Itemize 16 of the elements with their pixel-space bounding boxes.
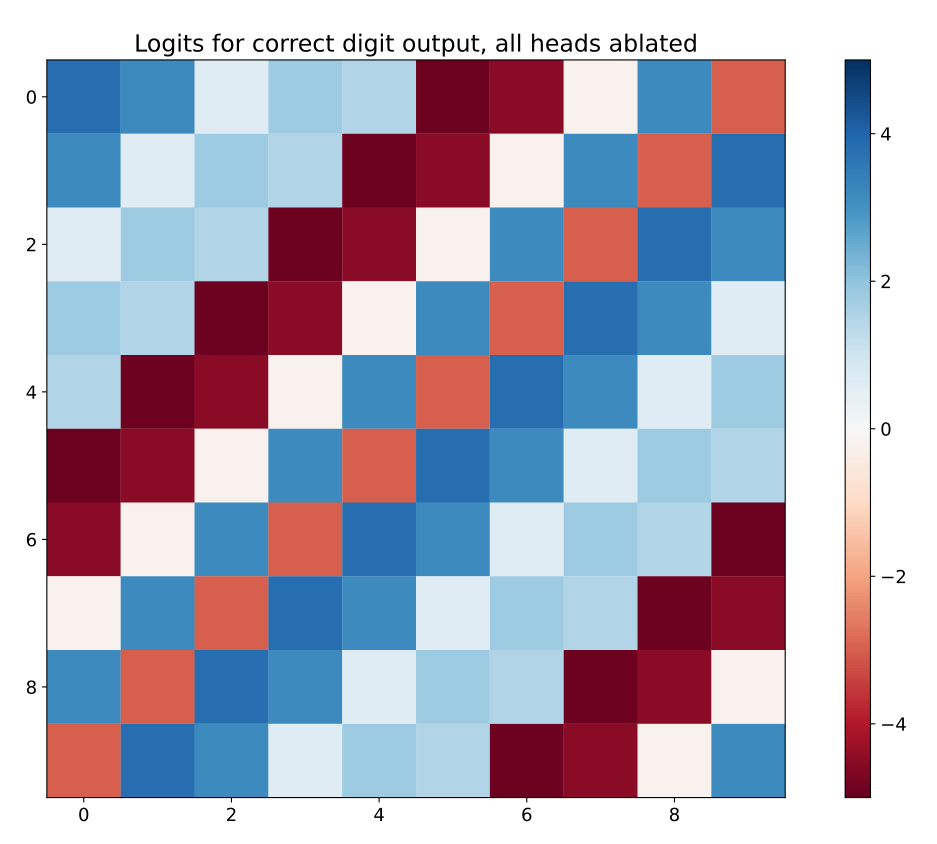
x-tick-label: 2	[227, 808, 236, 822]
color-bar-label: 0	[881, 422, 890, 436]
color-bar-label: −4	[882, 718, 906, 731]
y-tick-label: 8	[26, 680, 36, 694]
chart-title: Logits for correct digit output, all heads ablated	[136, 34, 696, 56]
x-tick-label: 6	[522, 808, 532, 822]
x-tick-label: 4	[374, 808, 384, 822]
color-bar-label: 4	[881, 127, 891, 141]
y-tick-label: 4	[26, 386, 36, 399]
x-tick-label: 0	[79, 808, 88, 822]
x-tick-label: 8	[670, 808, 679, 822]
color-bar-label: −2	[882, 570, 906, 584]
y-tick-label: 6	[26, 532, 36, 547]
color-bar-label: 2	[882, 274, 890, 288]
y-tick-label: 0	[26, 90, 36, 104]
y-tick-label: 2	[26, 238, 36, 252]
